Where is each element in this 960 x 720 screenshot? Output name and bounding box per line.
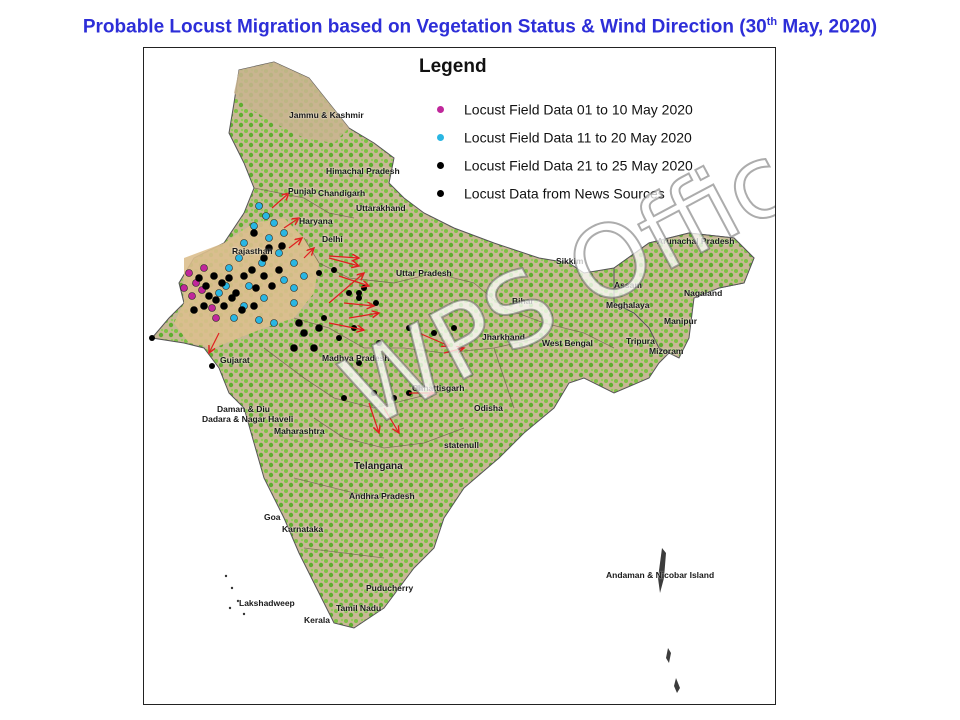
label-chhattisgarh: Chhattisgarh xyxy=(412,383,465,393)
legend-item-may-21-25: Locust Field Data 21 to 25 May 2020 xyxy=(437,156,693,176)
legend-item-may-11-20: Locust Field Data 11 to 20 May 2020 xyxy=(437,128,692,148)
label-bihar: Bihar xyxy=(512,296,534,306)
label-himachal-pradesh: Himachal Pradesh xyxy=(326,166,400,176)
label-dadara-nagar-haveli: Dadara & Nagar Haveli xyxy=(202,414,294,424)
label-daman-diu: Daman & Diu xyxy=(217,404,270,414)
label-arunachal-pradesh: Arunachal Pradesh xyxy=(657,236,735,246)
label-nagaland: Nagaland xyxy=(684,288,723,298)
label-gujarat: Gujarat xyxy=(220,355,250,365)
himalaya-zone xyxy=(234,62,349,143)
label-andhra-pradesh: Andhra Pradesh xyxy=(349,491,415,501)
label-jharkhand: Jharkhand xyxy=(482,332,525,342)
label-mizoram: Mizoram xyxy=(649,346,684,356)
label-kerala: Kerala xyxy=(304,615,330,625)
label-madhya-pradesh: Madhya Pradesh xyxy=(322,353,390,363)
legend: Legend Locust Field Data 01 to 10 May 20… xyxy=(419,56,749,206)
cyan-dot-icon xyxy=(437,133,444,141)
label-chandigarh: Chandigarh xyxy=(318,188,366,198)
black-dot-icon xyxy=(437,189,444,197)
nicobar-islands xyxy=(666,648,680,693)
label-telangana: Telangana xyxy=(354,461,403,472)
state-boundaries xyxy=(253,187,615,559)
black-dot-icon xyxy=(437,161,444,169)
label-delhi: Delhi xyxy=(322,234,343,244)
arid-zone xyxy=(174,218,319,348)
label-assam: Assam xyxy=(614,280,642,290)
india-landmass xyxy=(151,61,755,629)
label-uttarakhand: Uttarakhand xyxy=(356,203,406,213)
label-karnataka: Karnataka xyxy=(282,524,324,534)
map-frame: Jammu & Kashmir Himachal Pradesh Punjab … xyxy=(143,47,776,705)
locust-points-may-21-25 xyxy=(190,229,323,352)
label-maharashtra: Maharashtra xyxy=(274,426,325,436)
india-map xyxy=(149,61,755,693)
label-statenull: statenull xyxy=(444,440,479,450)
locust-points-may-01-10 xyxy=(180,264,220,322)
migration-arrows xyxy=(209,193,464,433)
label-tripura: Tripura xyxy=(626,336,655,346)
label-andaman-nicobar: Andaman & Nicobar Island xyxy=(606,570,715,580)
label-west-bengal: West Bengal xyxy=(542,338,593,348)
label-goa: Goa xyxy=(264,512,281,522)
andaman-islands xyxy=(658,548,666,593)
label-tamil-nadu: Tamil Nadu xyxy=(336,603,382,613)
label-haryana: Haryana xyxy=(299,216,333,226)
magenta-dot-icon xyxy=(437,105,444,113)
northeast-landmass xyxy=(613,232,755,359)
locust-points-may-11-20 xyxy=(215,202,308,327)
label-manipur: Manipur xyxy=(664,316,698,326)
slide-title: Probable Locust Migration based on Veget… xyxy=(82,16,878,38)
label-punjab: Punjab xyxy=(288,186,317,196)
label-rajasthan: Rajasthan xyxy=(232,246,273,256)
label-uttar-pradesh: Uttar Pradesh xyxy=(396,268,452,278)
lakshadweep-islands xyxy=(224,574,246,616)
label-meghalaya: Meghalaya xyxy=(606,300,650,310)
label-odisha: Odisha xyxy=(474,403,503,413)
label-puducherry: Puducherry xyxy=(366,583,414,593)
label-jammu-kashmir: Jammu & Kashmir xyxy=(289,110,364,120)
label-lakshadweep: Lakshadweep xyxy=(239,598,295,608)
label-sikkim: Sikkim xyxy=(556,256,584,266)
legend-title: Legend xyxy=(419,56,487,77)
legend-item-news: Locust Data from News Sources xyxy=(437,184,665,204)
legend-item-may-01-10: Locust Field Data 01 to 10 May 2020 xyxy=(437,100,693,120)
